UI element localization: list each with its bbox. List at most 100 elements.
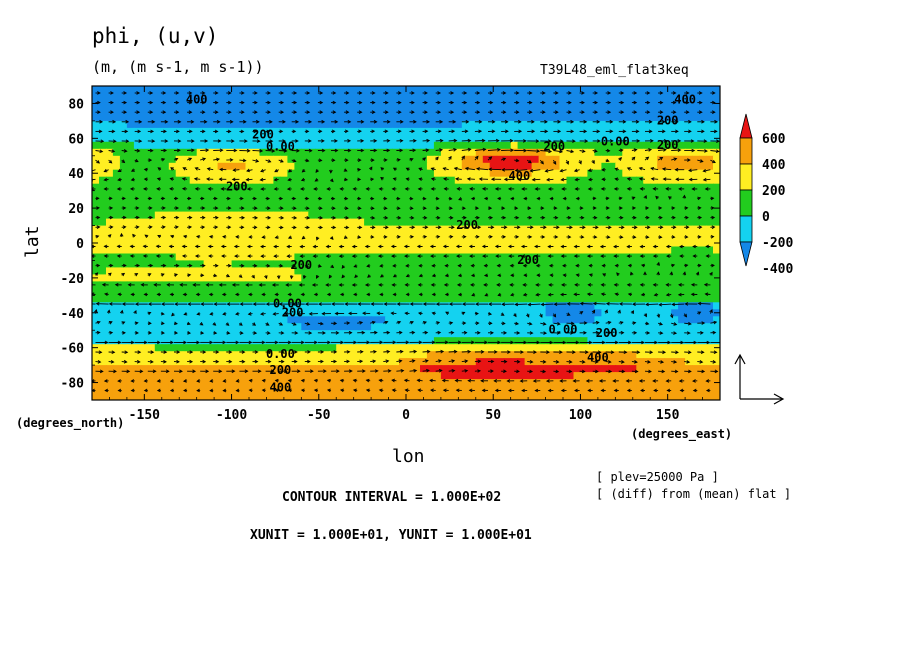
field-cell [203,393,212,400]
field-cell [475,148,484,157]
field-cell [566,134,575,143]
field-cell [106,106,114,115]
field-cell [524,197,533,206]
field-cell [482,141,491,150]
field-cell [203,225,212,234]
field-cell [433,379,442,387]
wind-vector-head [490,177,495,181]
field-cell [552,113,561,122]
field-cell [252,120,261,129]
wind-vector-head [319,100,324,105]
wind-vector-head [659,157,664,161]
wind-vector-head [515,100,520,105]
field-cell [343,267,351,275]
field-cell [364,316,372,324]
field-cell [608,337,616,345]
field-cell [133,274,142,282]
field-cell [406,232,414,241]
field-cell [657,309,665,317]
field-cell [329,309,337,317]
wind-vector-head [606,148,611,153]
field-cell [203,113,212,122]
field-cell [378,120,386,129]
field-cell [350,351,358,359]
wind-vector-head [371,110,376,114]
field-cell [182,100,191,108]
field-cell [154,309,163,317]
field-cell [475,120,484,129]
wind-vector-head [319,110,324,114]
field-cell [580,323,588,331]
field-cell [161,379,170,387]
field-cell [133,386,142,394]
field-cell [161,86,170,94]
field-cell [440,225,449,234]
wind-vector-head [371,129,376,134]
field-cell [196,309,205,317]
field-cell [489,267,498,275]
field-cell [580,239,588,248]
field-cell [468,225,477,234]
field-cell [461,100,470,108]
field-cell [245,365,254,373]
field-cell [245,246,254,255]
field-cell [203,246,212,255]
field-cell [406,260,414,268]
field-cell [161,393,170,400]
field-cell [559,351,568,359]
wind-vector-head [701,129,705,134]
field-cell [99,351,107,359]
field-cell [580,100,588,108]
field-cell [622,197,630,206]
field-cell [454,120,463,129]
field-cell [308,337,316,345]
field-cell [315,351,323,359]
field-cell [510,162,519,171]
field-cell [112,267,121,275]
field-cell [580,106,588,115]
field-cell [440,358,449,366]
field-cell [426,253,435,262]
field-cell [587,120,595,129]
field-cell [413,239,421,248]
field-cell [510,183,519,192]
wind-vector-head [481,138,486,143]
field-cell [294,316,302,324]
field-cell [357,197,365,206]
field-cell [671,86,679,94]
wind-vector-head [163,129,167,134]
field-cell [266,239,274,248]
field-cell [461,211,470,220]
field-cell [287,148,295,157]
wind-vector-head [559,168,564,173]
field-cell [713,358,720,366]
field-cell [203,239,212,248]
field-cell [126,232,135,241]
wind-vector-head [344,158,349,162]
field-cell [496,267,505,275]
field-cell [273,337,281,345]
field-cell [294,197,302,206]
field-cell [545,253,554,262]
field-cell [294,351,302,359]
field-cell [259,351,268,359]
field-cell [706,316,714,324]
field-cell [126,274,135,282]
field-cell [615,253,623,262]
wind-vector-head [150,129,155,134]
field-cell [322,379,330,387]
field-cell [538,169,547,178]
field-cell [329,218,337,227]
field-cell [99,246,107,255]
field-cell [468,295,477,303]
wind-vector-head [143,177,148,182]
field-cell [664,106,672,115]
wind-vector-head [437,110,442,114]
field-cell [238,379,247,387]
field-cell [685,106,693,115]
field-cell [238,162,247,171]
field-cell [461,93,470,101]
field-cell [238,246,247,255]
field-cell [336,246,344,255]
wind-vector-head [269,119,273,124]
